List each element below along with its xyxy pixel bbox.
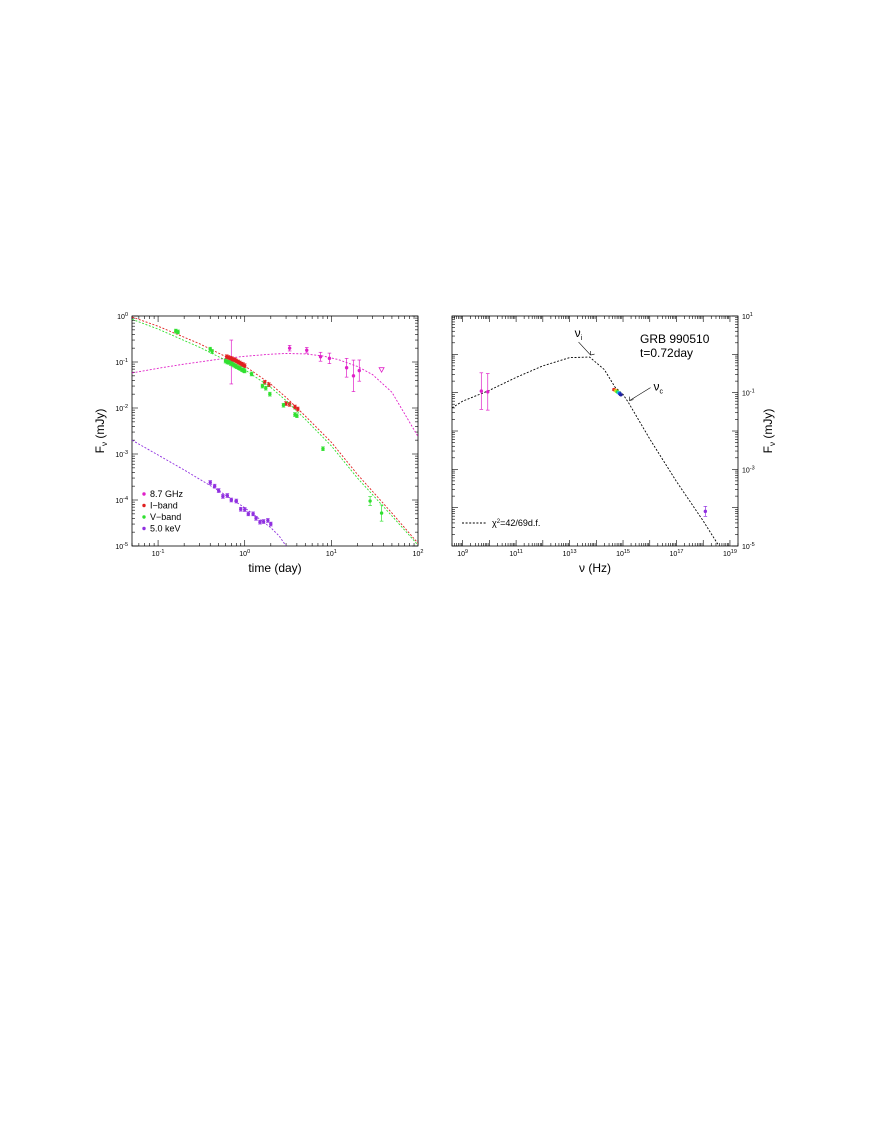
right-x-tick-label: 1011 (509, 549, 523, 558)
right-x-tick-label: 1019 (723, 549, 737, 558)
spectral-point (486, 390, 490, 394)
annotation-i: νi (575, 326, 583, 342)
data-point-v-band (368, 499, 372, 503)
legend-marker (142, 526, 146, 531)
annotation-arrowhead (629, 396, 634, 401)
legend-marker (142, 515, 146, 519)
data-point-5-0-kev (234, 499, 239, 503)
annotation-c: νc (653, 380, 663, 396)
left-x-tick-label: 100 (239, 549, 250, 558)
left-y-axis-label: Fν (mJy) (93, 409, 109, 454)
data-point-8-7-ghz (305, 348, 309, 352)
data-point-i-band (243, 364, 247, 368)
annotation-arrow (629, 387, 651, 401)
data-point-5-0-kev (216, 488, 221, 493)
data-point-v-band (295, 414, 299, 418)
left-y-tick-label: 10-5 (115, 542, 128, 551)
legend-entry: 8.7 GHz (150, 489, 184, 499)
data-point-i-band (262, 380, 267, 385)
model-curve-8-7-ghz (132, 353, 418, 437)
left-frame (131, 315, 419, 547)
data-point-5-0-kev (269, 522, 273, 526)
data-point-5-0-kev (212, 484, 217, 488)
data-point-v-band (260, 384, 265, 388)
left-x-tick-label: 10-1 (152, 549, 165, 558)
left-panel: 10-1 100 101 102 100 10-1 10-2 10-3 10-4 10-5 time… (93, 312, 423, 575)
data-point-v-band (268, 392, 272, 396)
model-spectrum-curve (452, 356, 720, 546)
right-x-tick-label: 1013 (563, 549, 577, 558)
right-frame (451, 315, 739, 547)
data-point-v-band (321, 447, 325, 451)
data-point-8-7-ghz (287, 346, 292, 350)
data-point-i-band (293, 405, 297, 409)
data-point-8-7-ghz (357, 368, 361, 373)
left-y-tick-label: 10-3 (115, 450, 128, 459)
right-x-tick-label: 1017 (670, 549, 684, 558)
data-point-v-band (281, 403, 286, 407)
right-title-line: GRB 990510 (640, 332, 710, 346)
data-point-v-band (243, 369, 247, 373)
annotation-arrow (578, 341, 591, 356)
data-point-i-band (284, 401, 288, 406)
right-panel: 109 1011 1013 1015 1017 1019 101 10-1 10-3 10-5 ν … (451, 312, 777, 575)
spectral-point (479, 389, 484, 393)
left-x-axis-label: time (day) (248, 561, 301, 575)
legend-entry: χ2=42/69d.f. (492, 518, 540, 528)
legend-entry: 5.0 keV (150, 524, 181, 534)
data-point-5-0-kev (266, 518, 270, 523)
spectral-point (619, 393, 623, 397)
data-point-5-0-kev (221, 494, 225, 499)
left-y-tick-label: 10-4 (115, 496, 128, 505)
annotation-arrowhead (590, 351, 595, 356)
data-point-v-band (210, 349, 214, 354)
data-point-8-7-ghz (318, 355, 323, 359)
right-x-tick-label: 109 (457, 549, 468, 558)
data-point-8-7-ghz (327, 356, 332, 361)
data-point-8-7-ghz (344, 366, 349, 370)
right-y-tick-label: 10-3 (742, 465, 755, 474)
right-x-tick-label: 1015 (616, 549, 630, 558)
data-point-5-0-kev (254, 516, 258, 521)
data-point-5-0-kev (208, 480, 212, 485)
legend-marker (142, 503, 146, 508)
legend-entry: V−band (150, 512, 181, 522)
left-y-tick-label: 10-2 (115, 404, 128, 413)
data-point-v-band (379, 511, 384, 515)
left-y-tick-label: 100 (117, 312, 128, 321)
data-point-5-0-kev (239, 507, 243, 511)
right-y-tick-label: 101 (742, 312, 753, 321)
left-y-tick-label: 10-1 (115, 358, 128, 367)
right-title-line: t=0.72day (640, 346, 693, 360)
data-point-5-0-kev (229, 498, 234, 502)
right-x-axis-label: ν (Hz) (579, 561, 611, 575)
data-point-8-7-ghz (351, 374, 356, 378)
right-y-axis-label: Fν (mJy) (761, 409, 777, 454)
data-point-5-0-kev (258, 520, 262, 524)
data-point-5-0-kev (243, 507, 247, 512)
legend-entry: I−band (150, 501, 178, 511)
right-y-tick-label: 10-1 (742, 389, 755, 398)
data-point-5-0-kev (261, 519, 266, 524)
left-x-tick-label: 101 (326, 549, 337, 558)
spectral-point (703, 509, 708, 514)
model-curve-v-band (132, 318, 418, 546)
right-y-tick-label: 10-5 (742, 542, 755, 551)
left-x-tick-label: 102 (413, 549, 424, 558)
data-point-v-band (264, 386, 268, 390)
upper-limit-8-7-ghz (378, 367, 385, 374)
data-point-5-0-kev (251, 512, 255, 516)
legend-marker (142, 492, 146, 496)
data-point-5-0-kev (225, 493, 230, 498)
data-point-v-band (249, 372, 254, 376)
data-point-5-0-kev (246, 512, 251, 516)
data-point-i-band (296, 407, 300, 411)
data-point-v-band (176, 330, 180, 334)
